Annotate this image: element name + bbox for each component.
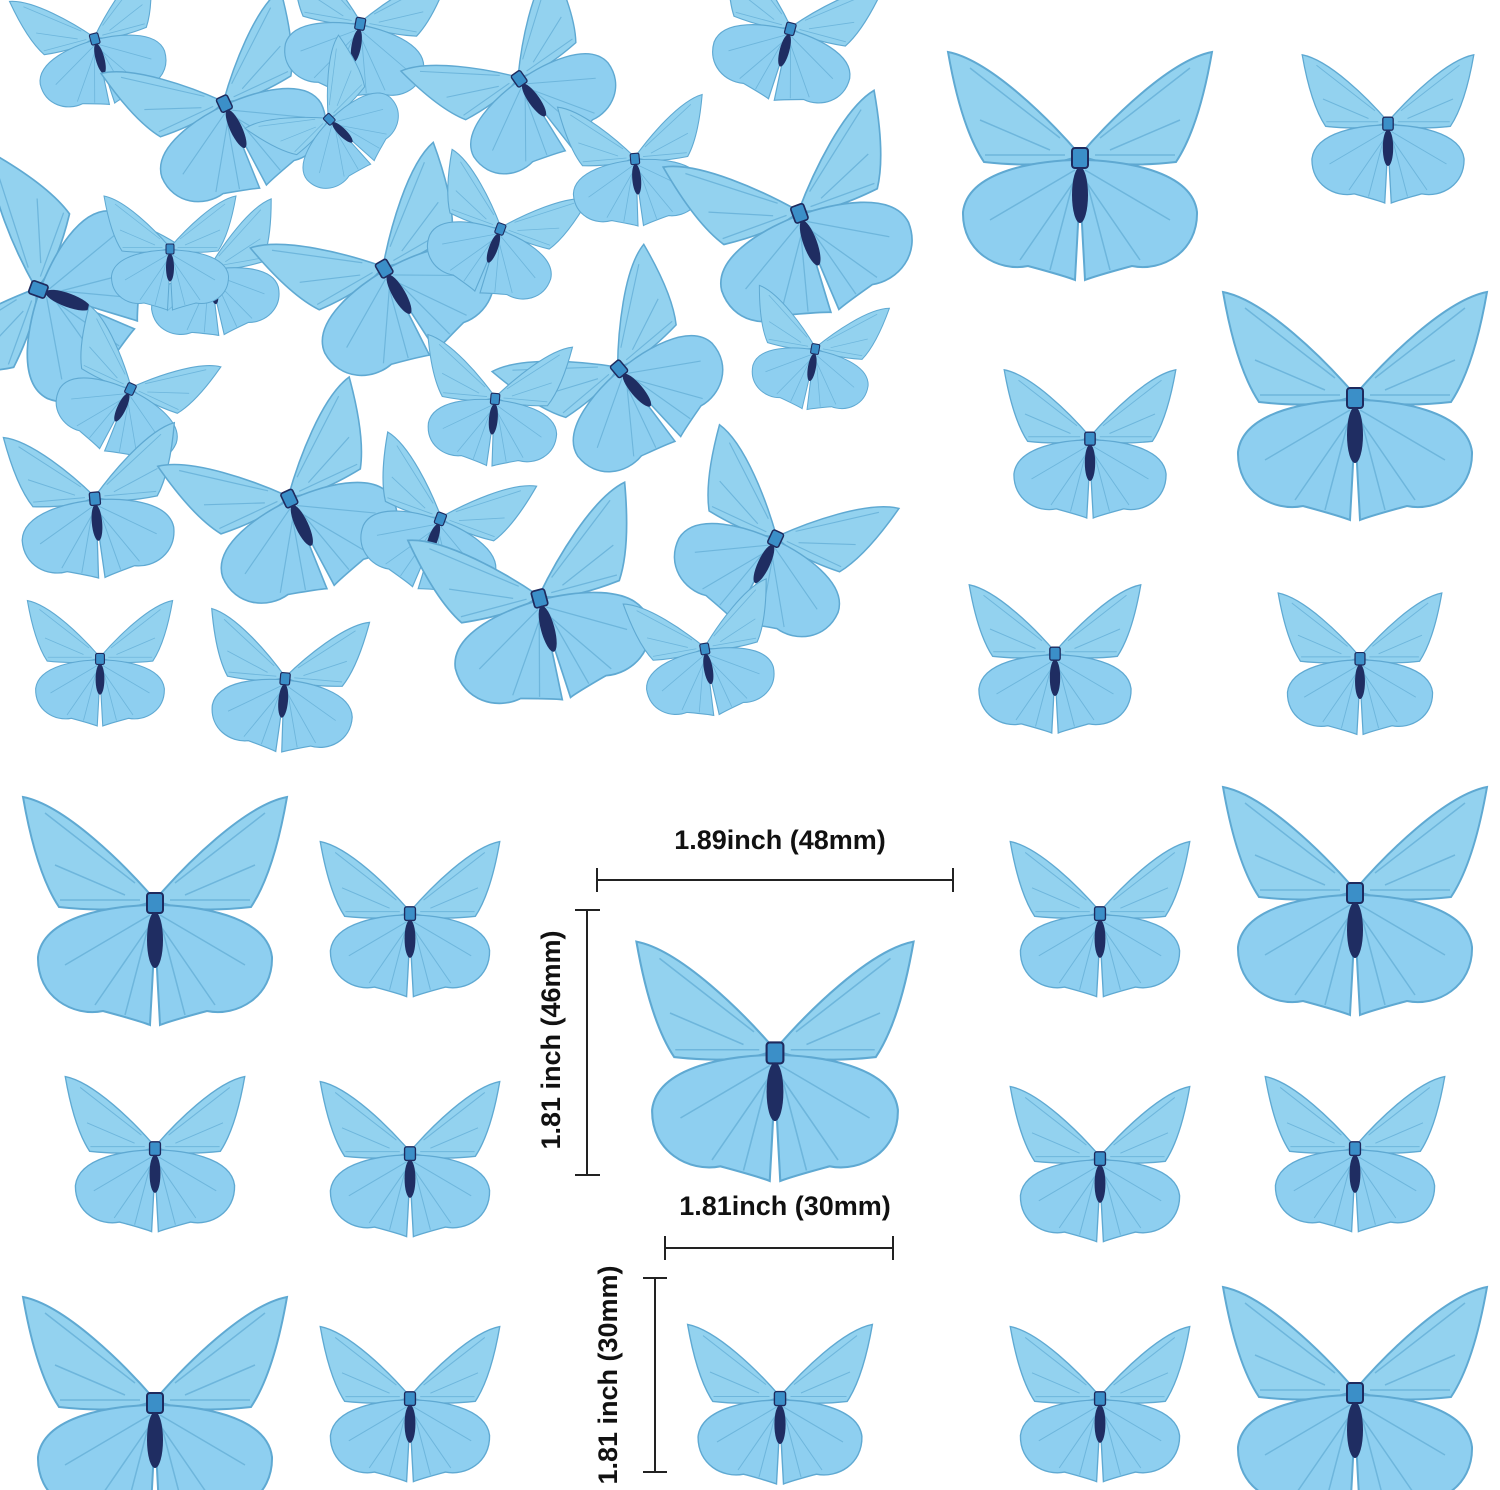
butterfly — [65, 1077, 245, 1232]
butterfly — [623, 579, 788, 728]
butterfly — [23, 1297, 287, 1490]
dimension-label: 1.81inch (30mm) — [679, 1191, 891, 1221]
butterfly — [3, 423, 187, 586]
butterfly — [1010, 1087, 1190, 1242]
butterfly — [158, 377, 426, 632]
butterfly — [636, 942, 913, 1181]
butterfly — [1278, 593, 1442, 734]
butterfly — [1004, 370, 1176, 518]
butterfly — [1223, 1287, 1487, 1490]
butterfly — [948, 52, 1212, 280]
butterfly — [969, 585, 1141, 733]
butterfly — [663, 90, 940, 349]
butterfly — [1302, 55, 1474, 203]
butterfly — [647, 425, 899, 664]
butterfly — [320, 1082, 500, 1237]
butterfly — [320, 1327, 500, 1482]
butterfly — [1223, 787, 1487, 1015]
butterfly — [557, 94, 713, 232]
butterfly — [695, 0, 883, 120]
butterfly — [688, 1324, 873, 1484]
butterfly — [1010, 1327, 1190, 1482]
dimension-label: 1.81 inch (30mm) — [593, 1265, 623, 1484]
dimension-label: 1.89inch (48mm) — [674, 825, 886, 855]
butterfly — [1265, 1077, 1445, 1232]
dimension-lines — [575, 868, 954, 1473]
butterfly — [27, 601, 172, 726]
dimension-label: 1.81 inch (46mm) — [536, 930, 566, 1149]
butterfly — [200, 609, 370, 759]
butterfly — [320, 842, 500, 997]
butterfly — [1223, 292, 1487, 520]
butterfly — [23, 797, 287, 1025]
butterfly — [250, 142, 524, 406]
butterfly — [417, 334, 573, 472]
butterfly — [1010, 842, 1190, 997]
